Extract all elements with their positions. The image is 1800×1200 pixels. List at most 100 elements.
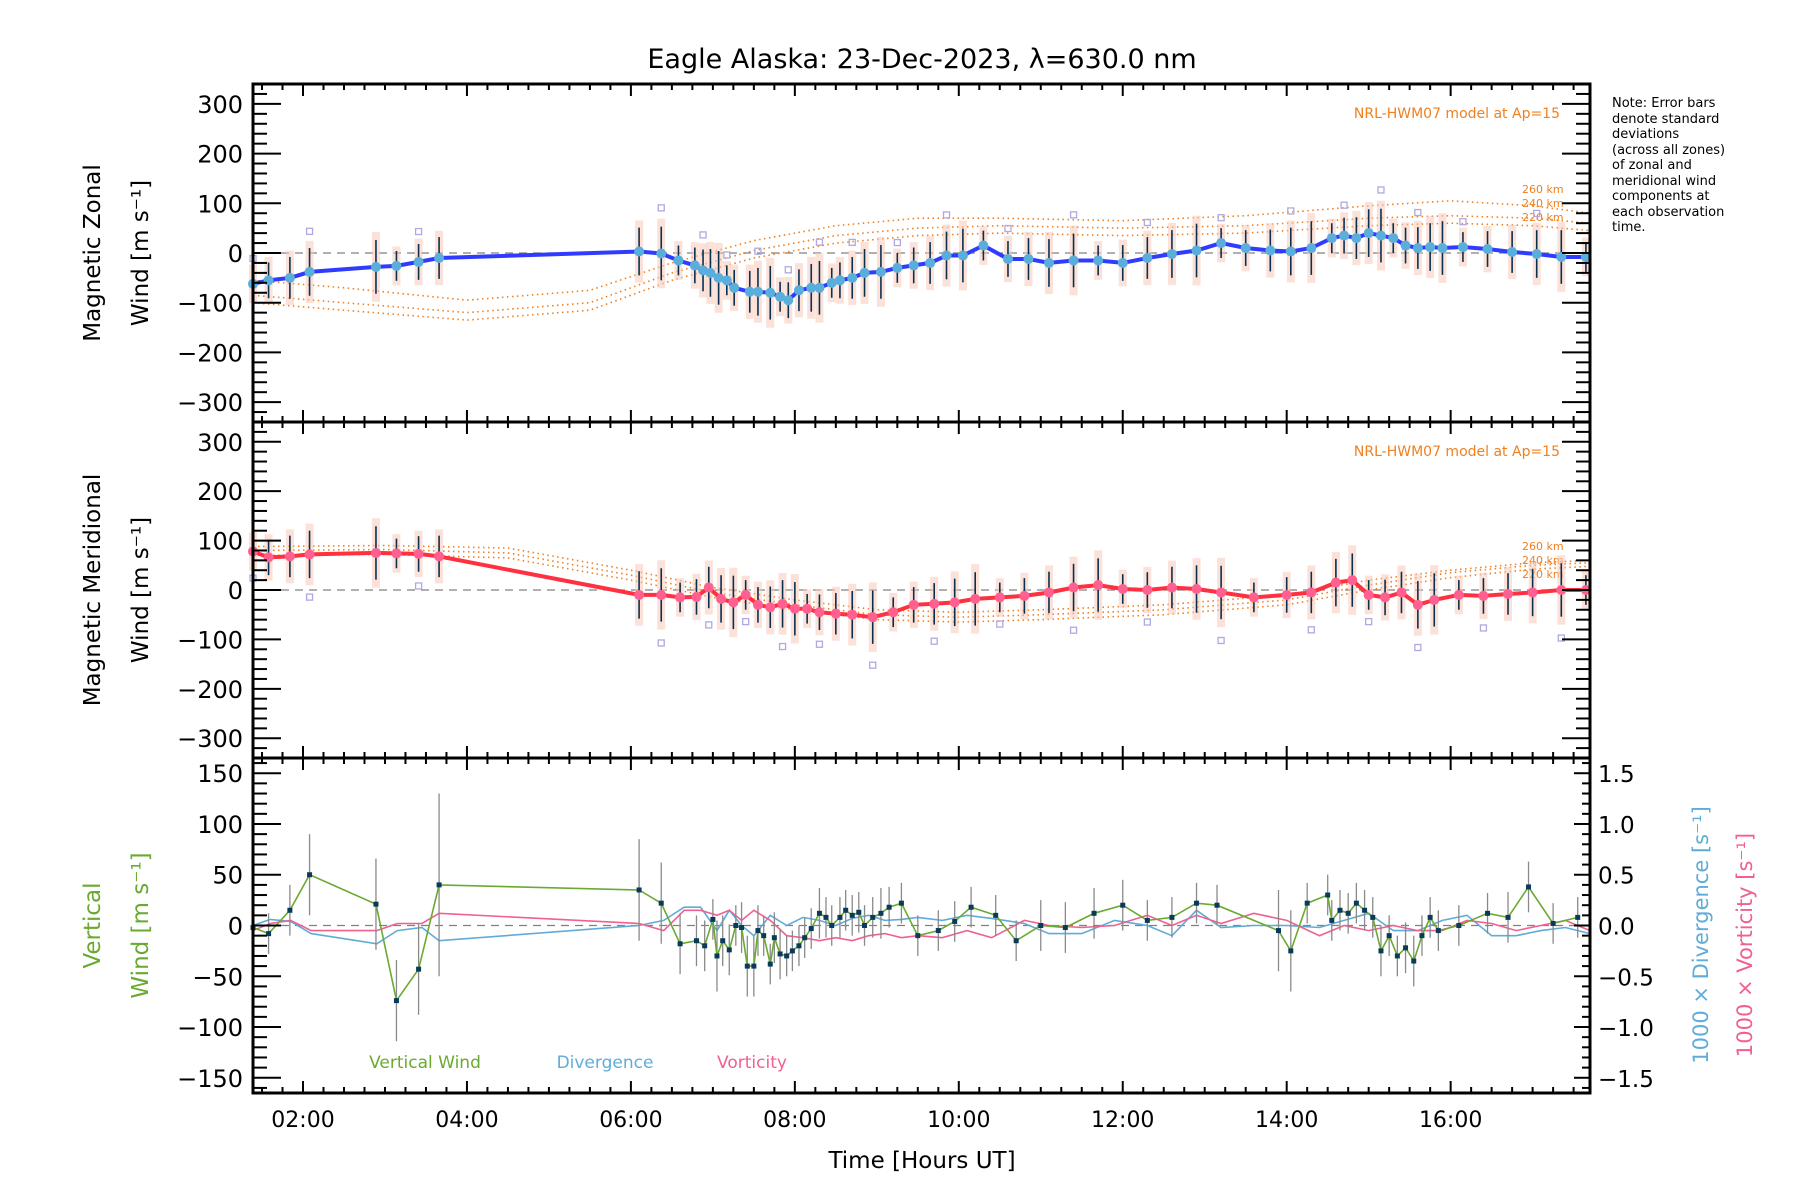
meridional-wind-point: [1330, 577, 1341, 588]
meridional-wind-point: [413, 548, 424, 559]
zone-point: [305, 227, 314, 235]
meridional-wind-point: [656, 589, 667, 600]
model-curve-label: 260 km: [1522, 183, 1564, 196]
y-tick-label: 100: [197, 190, 243, 218]
legend-divergence: Divergence: [557, 1053, 654, 1073]
zone-point: [1069, 626, 1078, 634]
meridional-wind-point: [1068, 582, 1079, 593]
vertical-wind-point: [968, 904, 974, 910]
meridional-wind-point: [1347, 575, 1358, 586]
meridional-wind-point: [675, 592, 686, 603]
meridional-wind-point: [391, 548, 402, 559]
zonal-wind-point: [826, 277, 837, 288]
zonal-wind-point: [1043, 257, 1054, 268]
meridional-wind-point: [1527, 587, 1538, 598]
vertical-wind-point: [935, 928, 941, 934]
zone-point: [1004, 224, 1012, 233]
meridional-wind-point: [1396, 587, 1407, 598]
zone-point: [1557, 634, 1565, 642]
vertical-wind-point: [816, 910, 822, 916]
zone-point: [930, 637, 938, 645]
vertical-wind-point: [710, 916, 716, 922]
x-tick-label: 08:00: [763, 1108, 826, 1133]
zone-point: [1143, 618, 1151, 626]
y-axis-label-line1: Magnetic Meridional: [80, 474, 106, 707]
meridional-wind-point: [847, 609, 858, 620]
vertical-wind-point: [862, 923, 868, 928]
vertical-wind-point: [658, 900, 664, 906]
meridional-wind-point: [1117, 584, 1128, 595]
zonal-wind-point: [705, 267, 716, 278]
y-tick-label: 200: [197, 478, 243, 506]
meridional-wind-point: [634, 589, 645, 600]
y-tick-label: 150: [197, 760, 243, 788]
zone-point: [815, 238, 824, 246]
zonal-wind-point: [263, 275, 274, 286]
vertical-wind-point: [784, 953, 790, 959]
vertical-wind-point: [898, 900, 904, 906]
vertical-wind-point: [915, 933, 921, 939]
vertical-wind-point: [1120, 902, 1126, 908]
y-tick-label: −300: [177, 725, 243, 753]
vertical-wind-point: [714, 953, 720, 959]
right-tick-label: −1.5: [1598, 1067, 1654, 1093]
zone-point: [1533, 209, 1541, 218]
zonal-wind-point: [1437, 243, 1448, 254]
vertical-wind-point: [1505, 914, 1511, 920]
vertical-wind-point: [744, 963, 750, 969]
vertical-wind-point: [1353, 900, 1359, 906]
y-axis-label-line1: Vertical: [80, 882, 106, 968]
vertical-wind-point: [739, 925, 745, 931]
y-tick-label: 50: [212, 862, 243, 890]
y-axis-label-line2: Wind [m s⁻¹]: [128, 180, 154, 326]
vertical-wind-point: [802, 935, 808, 941]
vertical-wind-point: [266, 931, 272, 937]
meridional-wind-point: [1363, 589, 1374, 600]
zonal-wind-point: [713, 272, 724, 283]
zonal-wind-point: [1556, 251, 1567, 262]
zone-point: [1307, 626, 1315, 634]
meridional-wind-point: [830, 608, 841, 619]
vertical-wind-point: [1062, 925, 1068, 931]
model-curve-220-km: [252, 553, 1591, 623]
meridional-wind-point: [994, 592, 1005, 603]
meridional-wind-point: [888, 607, 899, 618]
zonal-wind-point: [721, 275, 732, 286]
vertical-wind-point: [1378, 948, 1384, 954]
meridional-wind-point: [752, 599, 763, 610]
zonal-wind-point: [413, 256, 424, 267]
vertical-wind-point: [1214, 902, 1220, 908]
zone-point: [815, 640, 824, 648]
zone-point: [1217, 214, 1225, 222]
vertical-wind-point: [693, 938, 699, 944]
vertical-wind-point: [993, 912, 999, 918]
zone-point: [723, 251, 731, 259]
zonal-wind-point: [806, 282, 817, 293]
x-axis-label: Time [Hours UT]: [827, 1148, 1015, 1174]
zonal-wind-point: [765, 287, 776, 298]
y-tick-label: −100: [177, 290, 243, 318]
zone-point: [414, 227, 423, 236]
vertical-wind-point: [1550, 920, 1556, 926]
zonal-wind-point: [1363, 228, 1374, 239]
zone-point: [1479, 624, 1488, 632]
y-tick-label: 200: [197, 141, 243, 169]
model-label: NRL-HWM07 model at Ap=15: [1354, 444, 1560, 460]
vertical-wind-point: [755, 928, 761, 934]
zone-point: [754, 247, 762, 255]
vertical-wind-point: [436, 882, 442, 888]
zonal-wind-point: [775, 291, 786, 302]
y-axis-label-line2: Wind [m s⁻¹]: [128, 517, 154, 663]
zonal-wind-point: [1265, 245, 1276, 256]
zonal-wind-point: [1339, 230, 1350, 241]
zonal-wind-point: [892, 262, 903, 273]
vertical-wind-point: [829, 923, 835, 928]
y-tick-label: 0: [228, 913, 243, 941]
zone-point: [778, 642, 787, 651]
meridional-wind-point: [1248, 592, 1259, 603]
vertical-wind-point: [1304, 900, 1310, 906]
zone-point: [699, 231, 707, 239]
zonal-wind-point: [1023, 253, 1034, 264]
